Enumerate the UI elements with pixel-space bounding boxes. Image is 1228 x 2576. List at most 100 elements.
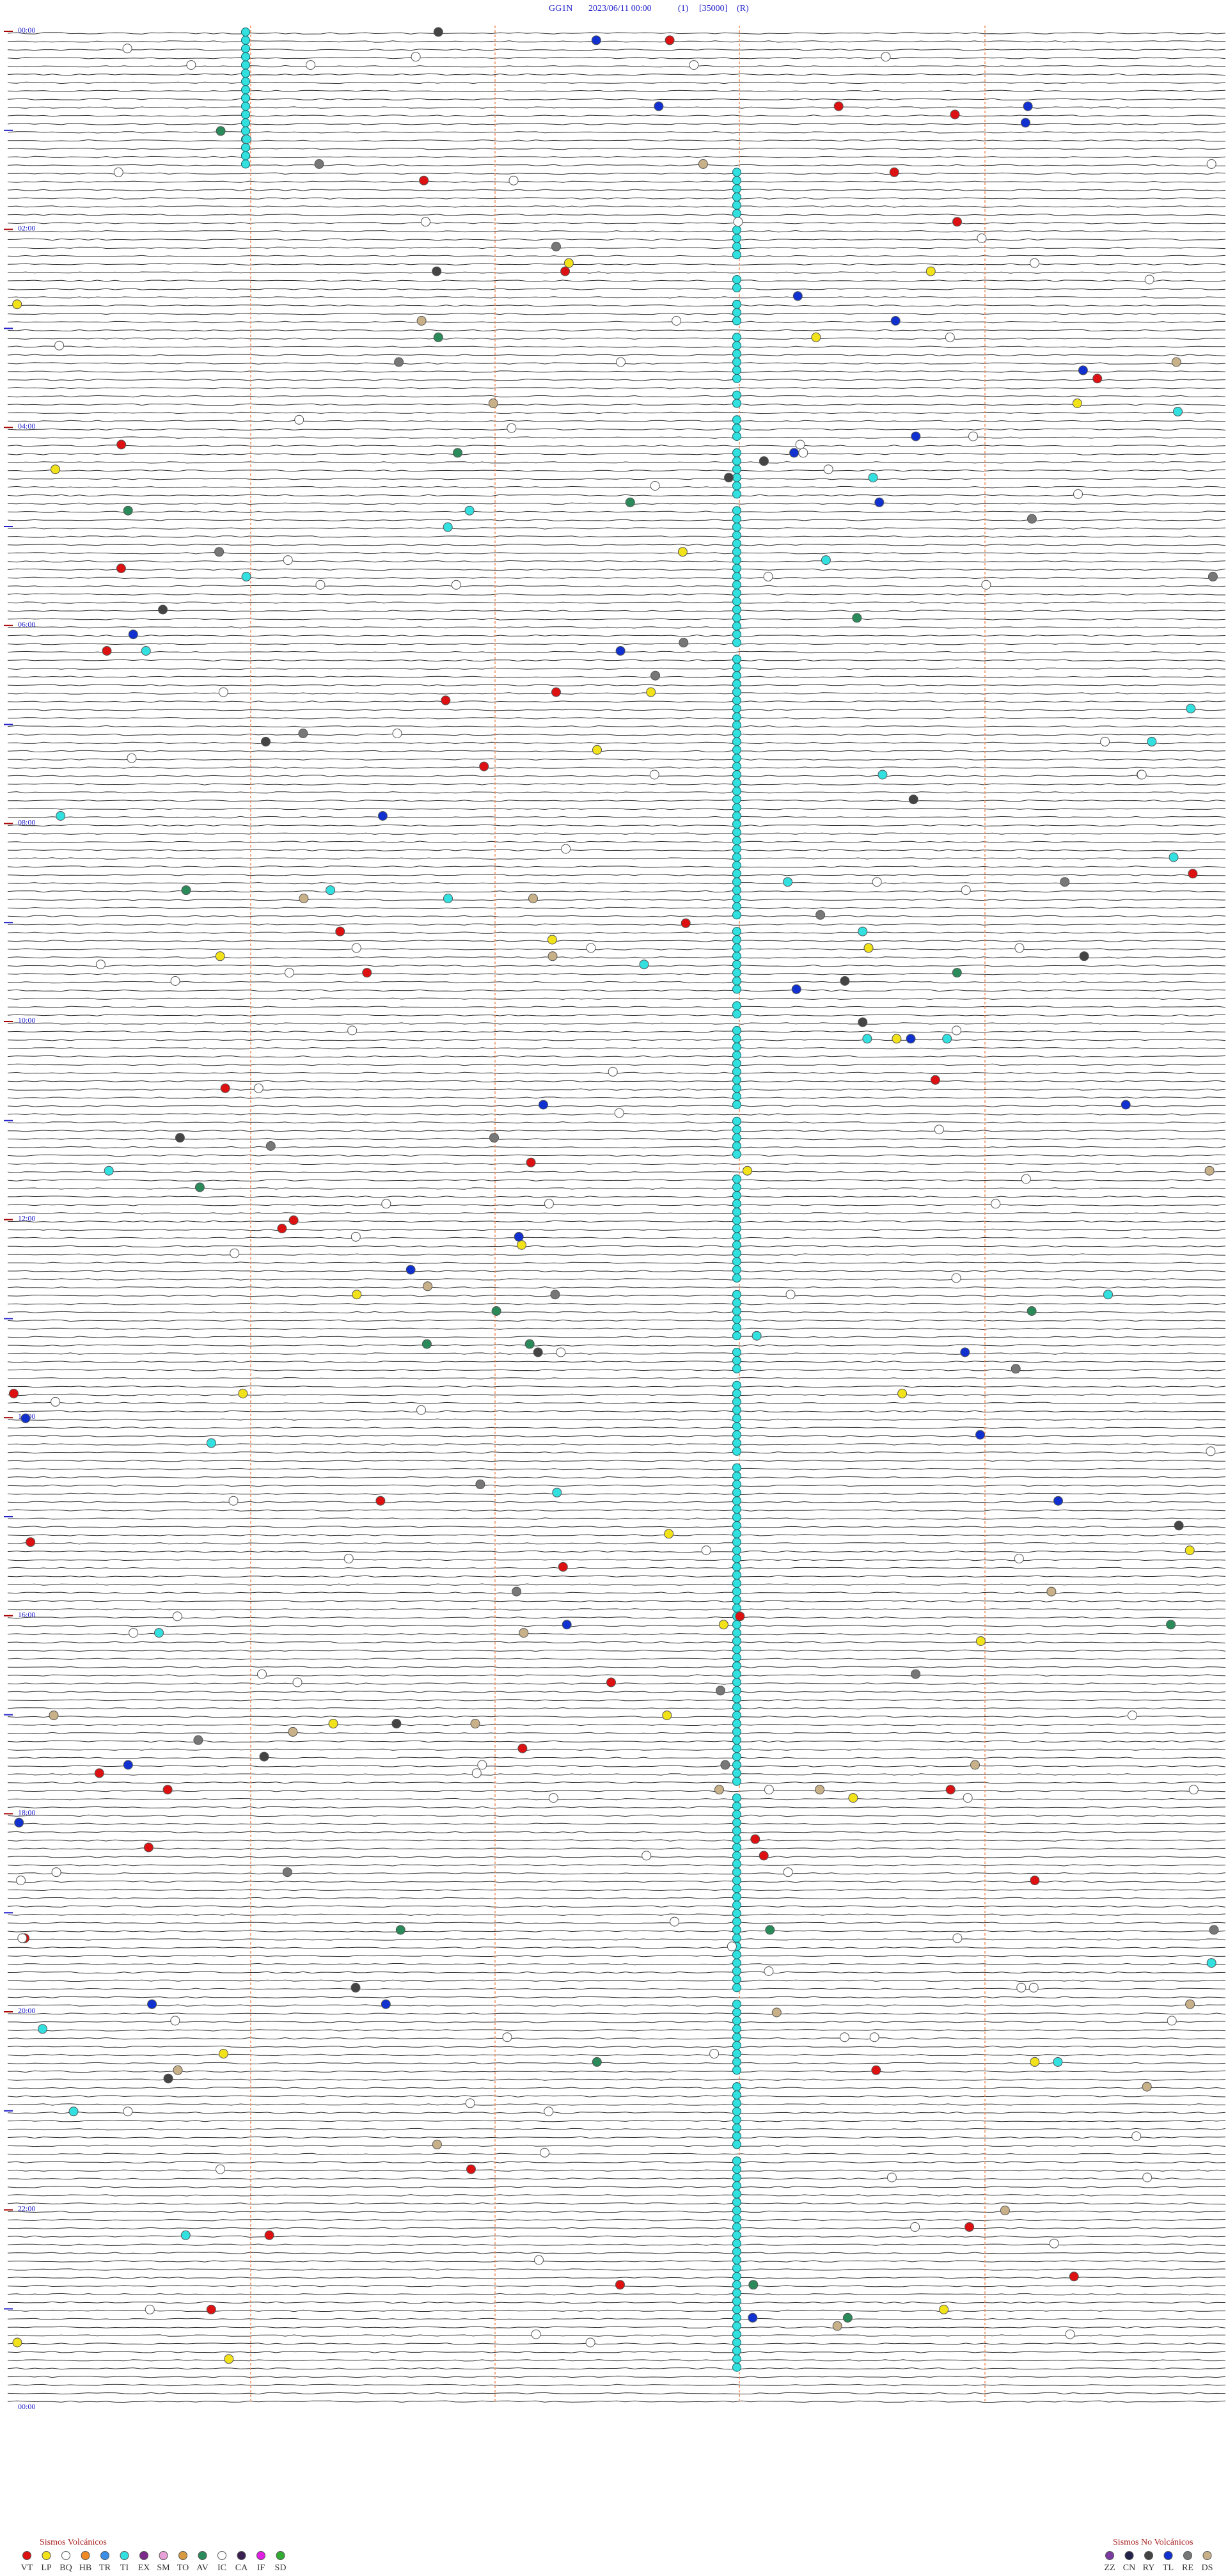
event-marker <box>732 242 741 251</box>
trace <box>7 1196 1226 1198</box>
event-marker <box>1169 852 1179 862</box>
trace <box>7 1253 1226 1256</box>
event-marker <box>534 2255 544 2265</box>
event-marker <box>732 1438 741 1448</box>
event-marker <box>950 109 960 120</box>
event-marker <box>732 2197 741 2207</box>
event-marker <box>391 1719 402 1728</box>
trace <box>7 2375 1226 2378</box>
trace <box>7 296 1226 299</box>
event-marker <box>732 1190 741 1200</box>
trace <box>7 2128 1226 2131</box>
event-marker <box>662 1711 672 1721</box>
event-marker <box>732 1719 741 1728</box>
event-marker <box>732 2140 741 2149</box>
trace <box>7 420 1226 423</box>
hour-label: 08:00 <box>18 818 35 826</box>
event-marker <box>1206 1958 1216 1968</box>
event-marker <box>592 745 602 755</box>
legend-label: TR <box>99 2563 111 2573</box>
trace <box>7 164 1226 167</box>
event-marker <box>491 1306 501 1316</box>
event-marker <box>732 1100 741 1109</box>
legend-swatch <box>1202 2551 1212 2560</box>
event-marker <box>732 2239 741 2248</box>
event-marker <box>732 927 741 936</box>
event-marker <box>732 1265 741 1274</box>
event-marker <box>664 1529 674 1539</box>
trace <box>7 2227 1226 2230</box>
trace <box>7 1822 1226 1826</box>
trace <box>8 2012 1226 2015</box>
event-marker <box>732 1768 741 1778</box>
trace <box>7 568 1226 571</box>
event-marker <box>869 2032 879 2043</box>
event-marker <box>732 1826 741 1836</box>
event-marker <box>732 1215 741 1225</box>
legend-label: HB <box>79 2563 91 2573</box>
event-marker <box>732 299 741 309</box>
event-marker <box>732 828 741 837</box>
hour-label: 00:00 <box>18 2402 35 2411</box>
event-marker <box>1174 1521 1184 1531</box>
event-marker <box>732 2181 741 2190</box>
trace <box>7 386 1226 390</box>
event-marker <box>732 654 741 664</box>
trace <box>7 642 1226 645</box>
event-marker <box>1046 1586 1057 1597</box>
event-marker <box>550 1290 560 1300</box>
trace <box>7 2037 1226 2040</box>
event-marker <box>650 670 661 681</box>
trace <box>7 1831 1226 1833</box>
event-marker <box>732 1199 741 1208</box>
event-marker <box>1065 2329 1075 2339</box>
event-marker <box>732 1933 741 1943</box>
event-marker <box>791 984 801 994</box>
legend-swatch <box>61 2551 70 2560</box>
legend-swatch <box>22 2551 31 2560</box>
event-marker <box>732 1207 741 1217</box>
trace <box>7 1740 1226 1743</box>
event-marker <box>886 2172 897 2183</box>
event-marker <box>477 1760 487 1770</box>
event-marker <box>732 1463 741 1473</box>
event-marker <box>842 2312 853 2323</box>
trace <box>7 1938 1226 1941</box>
trace <box>7 81 1226 84</box>
event-marker <box>257 1669 267 1679</box>
event-marker <box>732 2098 741 2108</box>
event-marker <box>732 1702 741 1712</box>
event-marker <box>1166 1620 1176 1630</box>
trace <box>7 750 1226 753</box>
trace <box>7 73 1226 76</box>
legend-label: CA <box>235 2563 248 2573</box>
event-marker <box>241 118 250 127</box>
event-marker <box>732 1975 741 1984</box>
event-marker <box>732 1116 741 1126</box>
event-marker <box>558 1561 568 1572</box>
event-marker <box>14 1817 24 1828</box>
event-marker <box>732 1513 741 1522</box>
event-marker <box>732 704 741 713</box>
trace <box>7 379 1226 381</box>
event-marker <box>732 621 741 631</box>
event-marker <box>732 671 741 681</box>
trace <box>7 816 1226 819</box>
event-marker <box>283 555 293 565</box>
event-marker <box>732 1628 741 1638</box>
event-marker <box>298 729 308 738</box>
event-marker <box>732 1645 741 1654</box>
event-marker <box>748 2280 759 2290</box>
event-marker <box>732 1050 741 1060</box>
event-marker <box>732 1653 741 1663</box>
trace <box>7 849 1226 851</box>
event-marker <box>732 349 741 359</box>
trace <box>7 1022 1226 1025</box>
event-marker <box>732 1917 741 1927</box>
trace <box>7 40 1226 43</box>
event-marker <box>732 473 741 482</box>
event-marker <box>701 1545 711 1556</box>
event-marker <box>798 448 808 458</box>
event-marker <box>395 1925 405 1935</box>
mode: (R) <box>737 4 749 13</box>
